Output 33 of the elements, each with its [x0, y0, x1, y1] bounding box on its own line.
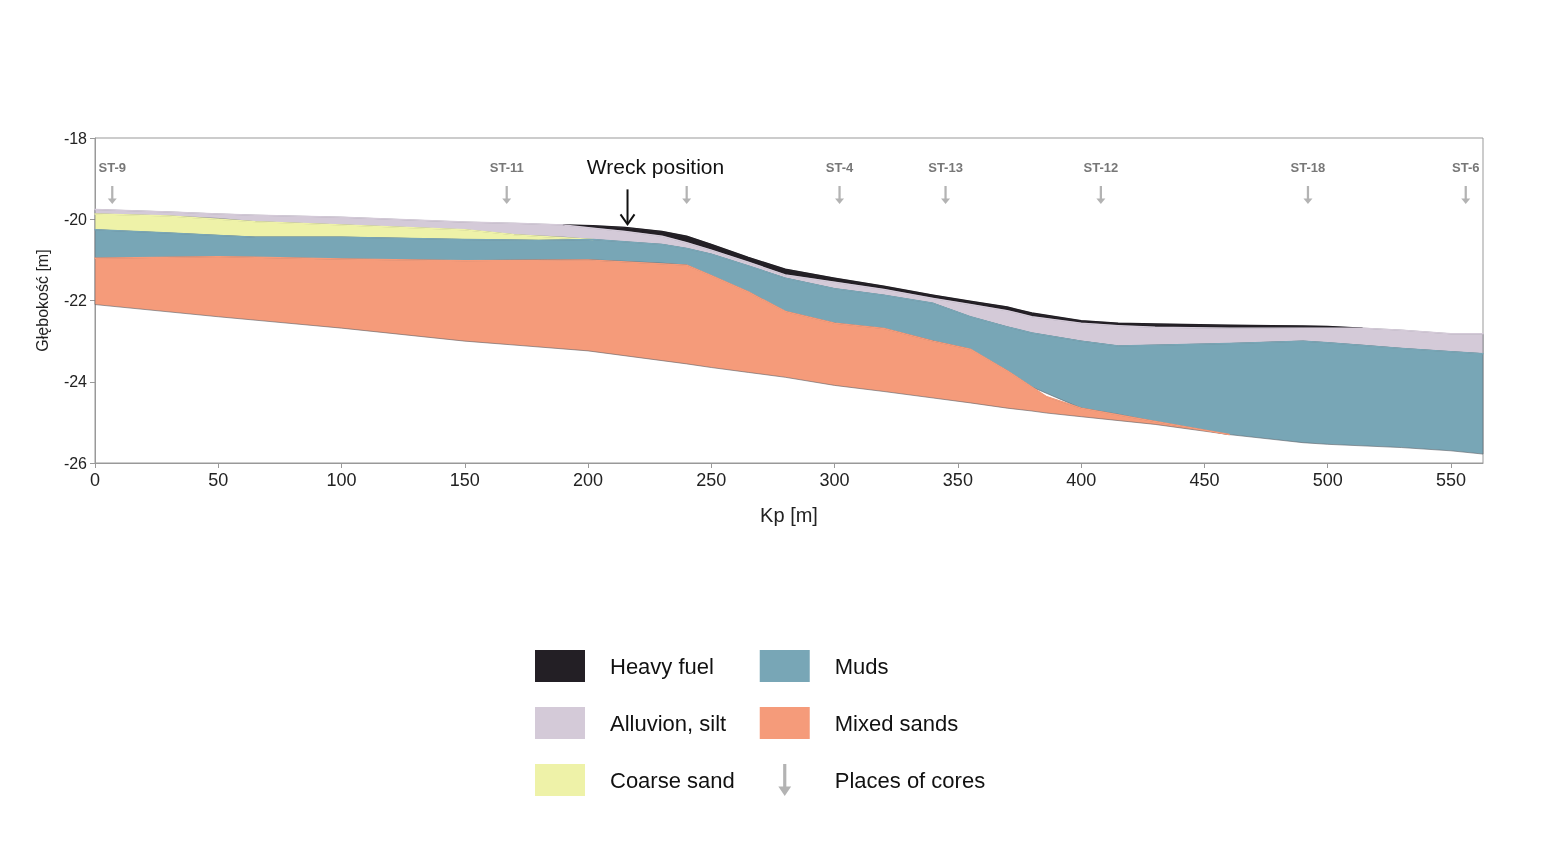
x-axis-title: Kp [m] [760, 504, 818, 526]
data-label: ST-4 [825, 159, 855, 175]
annotation: Wreck position [586, 155, 725, 179]
data-label: ST-11 [489, 159, 524, 175]
legend-label: Alluvion, silt [610, 710, 727, 736]
x-tick-label: 550 [1435, 470, 1466, 490]
data-label: ST-13 [928, 159, 963, 175]
x-tick-label: 150 [449, 470, 480, 490]
y-tick-label: -22 [63, 292, 88, 309]
legend-label: Places of cores [834, 767, 986, 793]
x-tick-label: 300 [819, 470, 850, 490]
data-label: ST-6 [1452, 159, 1480, 175]
y-tick-label: -26 [63, 454, 88, 472]
legend-label: Muds [834, 653, 889, 679]
legend-label: Heavy fuel [610, 653, 714, 679]
data-label: ST-9 [98, 159, 126, 175]
x-tick-label: 250 [696, 470, 727, 490]
y-axis-title: Głębokość [m] [33, 249, 51, 352]
y-tick-label: -18 [63, 129, 88, 147]
x-tick-label: 350 [942, 470, 973, 490]
x-tick-label: 0 [89, 470, 101, 490]
data-label: ST-18 [1290, 159, 1326, 175]
x-tick-label: 400 [1066, 470, 1097, 490]
x-tick-label: 200 [573, 470, 604, 490]
x-tick-label: 500 [1312, 470, 1343, 490]
x-tick-label: 450 [1189, 470, 1220, 490]
y-tick-label: -20 [63, 210, 88, 228]
x-tick-label: 50 [208, 470, 229, 490]
x-tick-label: 100 [326, 470, 357, 490]
legend-label: Mixed sands [834, 710, 959, 736]
y-tick-label: -24 [63, 373, 88, 391]
data-label: ST-12 [1083, 159, 1119, 175]
legend-label: Coarse sand [610, 767, 735, 793]
